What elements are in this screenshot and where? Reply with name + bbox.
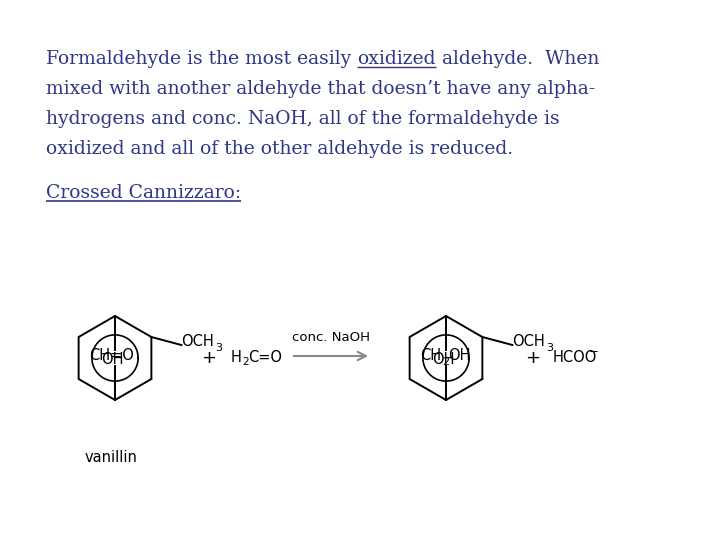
Text: OH: OH bbox=[101, 352, 124, 367]
Text: −: − bbox=[589, 345, 599, 357]
Text: C=O: C=O bbox=[248, 350, 282, 366]
Text: oxidized and all of the other aldehyde is reduced.: oxidized and all of the other aldehyde i… bbox=[46, 140, 513, 158]
Text: aldehyde.  When: aldehyde. When bbox=[436, 50, 599, 68]
Text: +: + bbox=[202, 349, 217, 367]
Text: Formaldehyde is the most easily: Formaldehyde is the most easily bbox=[46, 50, 357, 68]
Text: 3: 3 bbox=[546, 343, 554, 353]
Text: mixed with another aldehyde that doesn’t have any alpha-: mixed with another aldehyde that doesn’t… bbox=[46, 80, 595, 98]
Text: CH: CH bbox=[420, 348, 441, 363]
Text: OCH: OCH bbox=[513, 334, 545, 349]
Text: oxidized: oxidized bbox=[357, 50, 436, 68]
Text: Crossed Cannizzaro:: Crossed Cannizzaro: bbox=[46, 184, 241, 202]
Text: +: + bbox=[526, 349, 541, 367]
Text: vanillin: vanillin bbox=[85, 450, 138, 465]
Text: OH: OH bbox=[448, 348, 470, 363]
Text: CH=O: CH=O bbox=[89, 348, 134, 363]
Text: conc. NaOH: conc. NaOH bbox=[292, 331, 370, 344]
Text: OCH: OCH bbox=[181, 334, 214, 349]
Text: OH: OH bbox=[432, 352, 454, 367]
Text: H: H bbox=[231, 350, 242, 366]
Text: 2: 2 bbox=[442, 357, 449, 367]
Text: 3: 3 bbox=[215, 343, 222, 353]
Text: HCOO: HCOO bbox=[553, 350, 598, 366]
Text: 2: 2 bbox=[242, 357, 248, 367]
Text: hydrogens and conc. NaOH, all of the formaldehyde is: hydrogens and conc. NaOH, all of the for… bbox=[46, 110, 559, 128]
